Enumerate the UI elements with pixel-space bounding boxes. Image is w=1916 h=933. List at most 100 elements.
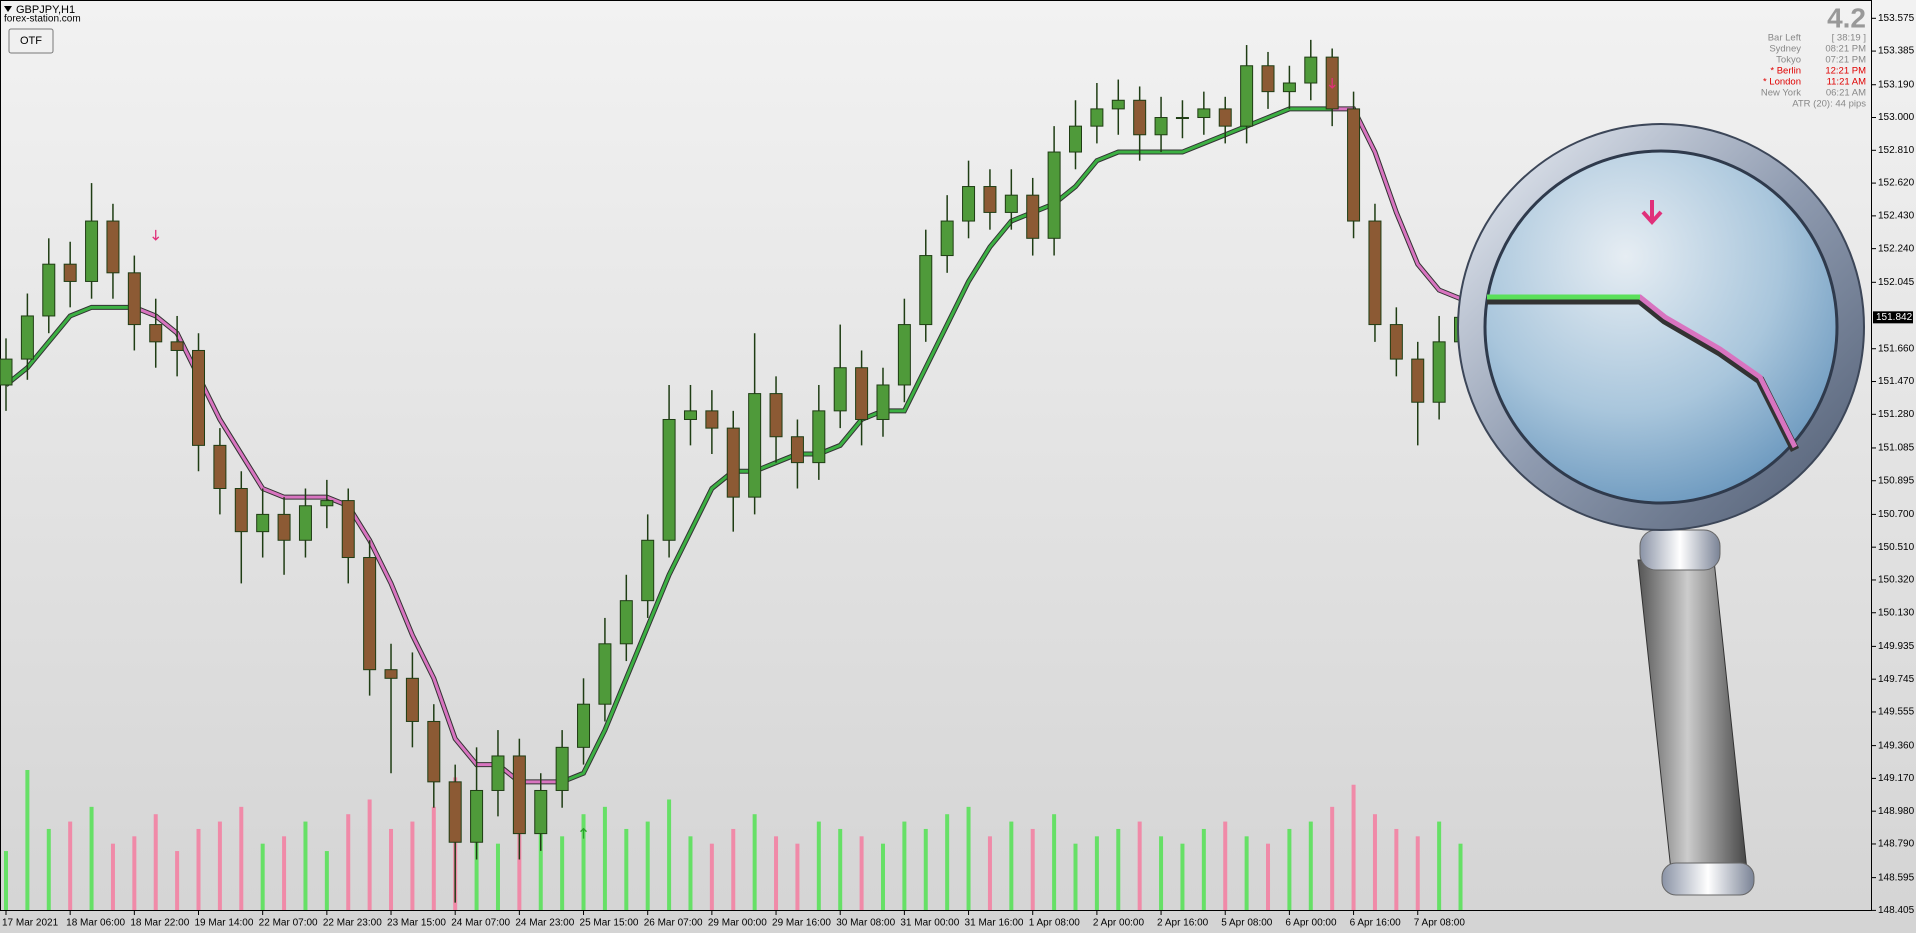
candle-body <box>277 513 291 541</box>
candle-body <box>1175 117 1189 120</box>
candle-body <box>897 324 911 386</box>
y-tick-label: 150.700 <box>1878 509 1915 520</box>
info-label: * London <box>1763 77 1801 88</box>
candle-body <box>0 358 13 386</box>
candle-body <box>876 384 890 420</box>
info-value: 06:21 AM <box>1826 88 1866 99</box>
symbol-title: GBPJPY,H1 <box>16 4 75 16</box>
candle-body <box>1026 194 1040 239</box>
site-name: forex-station.com <box>4 14 81 25</box>
x-tick-label: 23 Mar 15:00 <box>387 918 446 929</box>
volume-bar <box>1137 821 1142 910</box>
candle-body <box>298 505 312 541</box>
candle-body <box>1004 194 1018 213</box>
candle-body <box>1111 99 1125 110</box>
volume-bar <box>774 836 779 910</box>
candle-body <box>1069 125 1082 153</box>
volume-bar <box>196 828 201 910</box>
volume-bar <box>1394 828 1399 910</box>
candle-body <box>1282 82 1296 93</box>
y-tick-label: 150.895 <box>1878 475 1915 486</box>
candle-body <box>726 427 740 498</box>
volume-bar <box>581 814 586 910</box>
candle-body <box>448 781 462 843</box>
candle-body <box>534 789 548 835</box>
volume-bar <box>495 843 500 910</box>
volume-bar <box>324 851 329 910</box>
otf-button[interactable] <box>8 28 54 54</box>
volume-bar <box>731 828 736 910</box>
y-tick-label: 149.935 <box>1878 641 1915 652</box>
overlay: GBPJPY,H1 forex-station.com OTF 4.2 Bar … <box>4 2 1866 110</box>
volume-bar <box>1009 821 1014 910</box>
volume-bar <box>987 836 992 910</box>
candle-body <box>1090 108 1104 127</box>
volume-bar <box>560 836 565 910</box>
volume-bar <box>838 828 843 910</box>
info-label: Tokyo <box>1776 55 1801 66</box>
otf-button-label[interactable]: OTF <box>20 35 42 47</box>
info-label: Bar Left <box>1768 33 1802 44</box>
candle-body <box>213 444 227 490</box>
magnifier <box>1457 123 1865 896</box>
x-tick-label: 25 Mar 15:00 <box>580 918 639 929</box>
x-tick-label: 17 Mar 2021 <box>2 918 59 929</box>
volume-bar <box>795 843 800 910</box>
y-tick-label: 152.240 <box>1878 243 1915 254</box>
candle-body <box>705 410 719 429</box>
volume-bar <box>902 821 907 910</box>
candle-body <box>234 488 248 533</box>
candle-body <box>512 755 526 835</box>
volume-bar <box>89 806 94 910</box>
x-tick-label: 29 Mar 16:00 <box>772 918 831 929</box>
info-value: 08:21 PM <box>1825 44 1866 55</box>
candle-body <box>1389 324 1403 360</box>
volume-bar <box>709 843 714 910</box>
volume-bar <box>1116 828 1121 910</box>
y-tick-label: 153.385 <box>1878 46 1915 57</box>
volume-bar <box>346 814 351 910</box>
volume-bar <box>431 806 436 910</box>
volume-bar <box>923 828 928 910</box>
volume-bar <box>602 806 607 910</box>
candle-body <box>962 186 976 222</box>
candle-body <box>812 410 826 464</box>
x-tick-label: 5 Apr 08:00 <box>1221 918 1273 929</box>
magnifier-collar <box>1639 529 1721 571</box>
candle-body <box>1261 65 1275 93</box>
candle-body <box>192 349 206 446</box>
candle-body <box>1240 65 1254 127</box>
volume-bar <box>1244 836 1249 910</box>
candle-body <box>1304 56 1318 84</box>
y-tick-label: 149.170 <box>1878 773 1915 784</box>
candle-body <box>341 500 355 559</box>
x-tick-label: 6 Apr 16:00 <box>1350 918 1402 929</box>
last-price-label: 151.842 <box>1876 312 1913 323</box>
volume-bar <box>1287 828 1292 910</box>
volume-bar <box>1458 843 1463 910</box>
candle-body <box>919 255 933 326</box>
candle-body <box>106 220 120 274</box>
info-value: 12:21 PM <box>1825 66 1866 77</box>
candle-body <box>748 393 762 498</box>
volume-bar <box>1351 784 1356 910</box>
y-tick-label: 153.575 <box>1878 13 1915 24</box>
candle-body <box>470 789 484 843</box>
y-tick-label: 148.980 <box>1878 806 1915 817</box>
candle-body <box>598 643 612 705</box>
volume-bar <box>1180 843 1185 910</box>
volume-bar <box>966 806 971 910</box>
volume-bar <box>859 836 864 910</box>
volume-bar <box>303 821 308 910</box>
volume-bar <box>1073 843 1078 910</box>
volume-bar <box>688 836 693 910</box>
candle-body <box>127 272 141 326</box>
candle-body <box>256 513 270 533</box>
x-tick-label: 31 Mar 16:00 <box>965 918 1024 929</box>
candle-body <box>42 263 56 317</box>
x-tick-label: 2 Apr 00:00 <box>1093 918 1145 929</box>
x-tick-label: 24 Mar 07:00 <box>451 918 510 929</box>
candle-body <box>63 263 77 282</box>
y-tick-label: 149.745 <box>1878 674 1915 685</box>
volume-bar <box>1415 836 1420 910</box>
